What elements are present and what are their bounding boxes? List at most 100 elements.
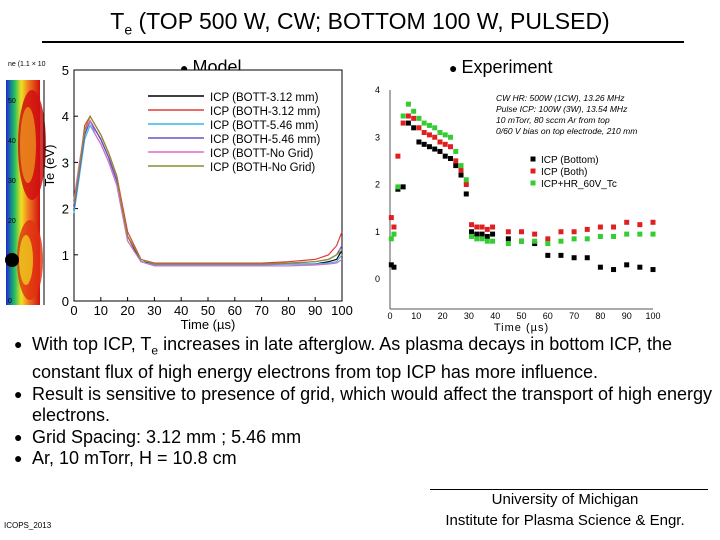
data-point — [426, 144, 432, 150]
data-point — [637, 231, 643, 237]
x-tick-label: 50 — [201, 303, 215, 318]
data-point — [411, 125, 417, 131]
data-point — [532, 231, 538, 237]
data-point — [571, 236, 577, 242]
y-tick-label: 3 — [62, 155, 69, 170]
data-point — [584, 236, 590, 242]
data-point — [558, 252, 564, 258]
data-point — [421, 120, 427, 126]
affiliation-block: University of Michigan Institute for Pla… — [420, 489, 710, 531]
data-point — [405, 101, 411, 107]
data-point — [545, 252, 551, 258]
affiliation-divider — [430, 489, 708, 490]
x-tick-label: 40 — [490, 311, 500, 321]
data-point — [571, 229, 577, 235]
university-name: University of Michigan — [491, 491, 639, 508]
legend-marker — [530, 180, 536, 186]
data-point — [474, 236, 480, 242]
data-point — [545, 241, 551, 247]
data-point — [416, 125, 422, 131]
x-tick-label: 60 — [228, 303, 242, 318]
data-point — [474, 231, 480, 237]
data-point — [388, 262, 394, 268]
data-point — [463, 182, 469, 187]
legend-entry: ICP (BOTH-5.46 mm) — [210, 134, 320, 146]
y-tick-label: 2 — [62, 202, 69, 217]
legend-entry: ICP+HR_60V_Tc — [541, 179, 617, 190]
colorbar-tick-label: 20 — [8, 218, 16, 225]
x-tick-label: 90 — [622, 311, 632, 321]
x-tick-label: 70 — [254, 303, 268, 318]
legend-marker — [530, 156, 536, 162]
y-tick-label: 5 — [62, 63, 69, 78]
x-tick-label: 20 — [120, 303, 134, 318]
x-tick-label: 90 — [308, 303, 322, 318]
data-point — [532, 238, 538, 244]
legend-entry: ICP (BOTT-3.12 mm) — [210, 92, 319, 104]
data-point — [442, 141, 448, 147]
y-tick-label: 3 — [375, 132, 380, 142]
conference-footer: ICOPS_2013 — [4, 521, 52, 530]
annotation-text: CW HR: 500W (1CW), 13.26 MHz — [496, 93, 625, 103]
data-point — [584, 255, 590, 261]
data-point — [611, 224, 617, 230]
data-point — [453, 148, 459, 154]
data-point — [637, 222, 643, 228]
data-point — [545, 236, 551, 242]
slide-title: Te (TOP 500 W, CW; BOTTOM 100 W, PULSED) — [110, 8, 610, 38]
data-point — [469, 222, 475, 228]
x-tick-label: 10 — [94, 303, 108, 318]
legend-entry: ICP (BOTH-No Grid) — [210, 162, 315, 174]
data-point — [505, 241, 511, 247]
data-point — [624, 262, 630, 268]
data-point — [624, 231, 630, 237]
data-point — [416, 115, 422, 121]
data-point — [405, 113, 411, 119]
data-point — [421, 141, 427, 147]
data-point — [388, 236, 394, 242]
x-tick-label: 0 — [387, 311, 392, 321]
data-point — [400, 113, 406, 119]
bullet-list: ● With top ICP, Te increases in late afte… — [14, 334, 714, 470]
y-tick-label: 0 — [375, 274, 380, 284]
data-point — [463, 177, 469, 183]
x-axis-label: Time (µs) — [494, 322, 549, 334]
data-point — [490, 231, 496, 237]
y-tick-label: 0 — [62, 294, 69, 309]
x-tick-label: 60 — [543, 311, 553, 321]
data-point — [484, 226, 490, 232]
probe-marker — [5, 253, 19, 267]
data-point — [388, 215, 394, 221]
data-point — [432, 134, 438, 140]
data-point — [411, 115, 417, 121]
data-point — [490, 238, 496, 244]
annotation-text: 10 mTorr, 80 sccm Ar from top — [496, 115, 610, 125]
data-point — [479, 236, 485, 242]
data-point — [391, 224, 397, 230]
data-point — [519, 229, 524, 235]
data-point — [391, 231, 397, 237]
data-point — [447, 134, 453, 140]
data-point — [458, 167, 464, 173]
y-tick-label: 1 — [62, 248, 69, 263]
data-point — [421, 130, 427, 136]
data-point — [611, 233, 617, 239]
y-tick-label: 4 — [375, 85, 380, 95]
legend-entry: ICP (BOTT-5.46 mm) — [210, 120, 319, 132]
x-tick-label: 70 — [569, 311, 579, 321]
data-point — [474, 224, 480, 230]
y-tick-label: 2 — [375, 180, 380, 190]
data-point — [453, 163, 459, 169]
data-point — [571, 255, 577, 261]
data-point — [432, 125, 438, 131]
data-point — [391, 264, 397, 270]
series-line — [73, 119, 343, 267]
data-point — [597, 224, 603, 230]
data-point — [432, 146, 438, 152]
colorbar-tick-label: 50 — [8, 98, 16, 105]
density-colormap-image — [5, 80, 46, 305]
data-point — [437, 148, 443, 154]
data-point — [400, 184, 406, 190]
bullet-item: ● Grid Spacing: 3.12 mm ; 5.46 mm — [14, 426, 302, 447]
